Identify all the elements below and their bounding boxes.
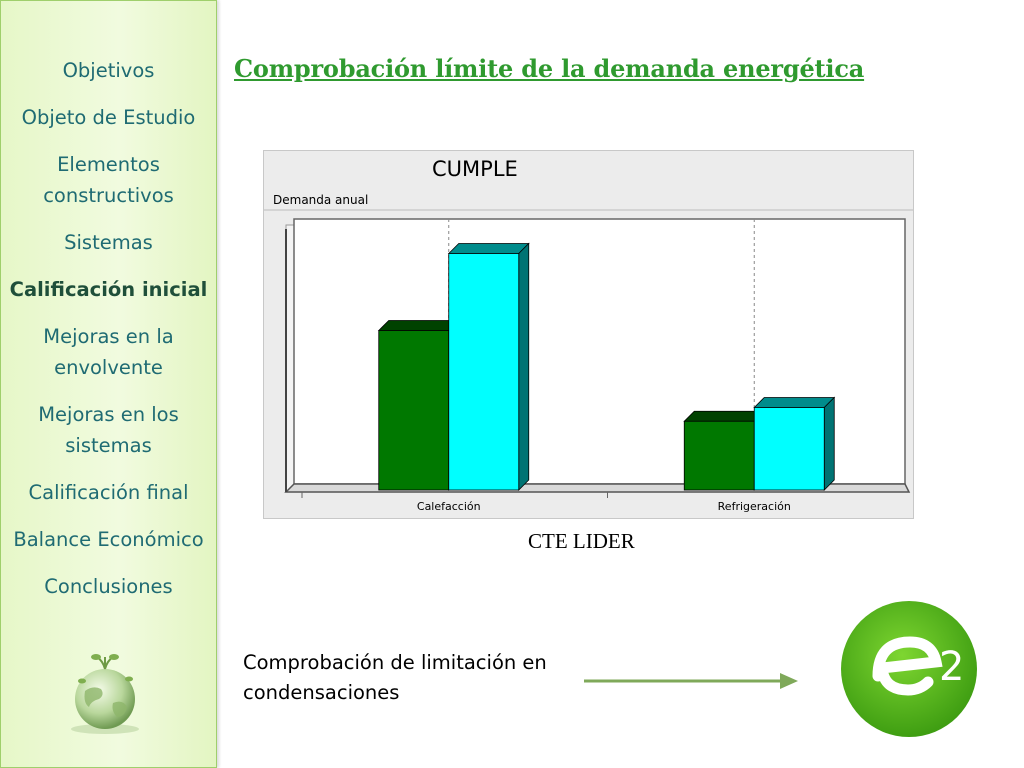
svg-text:2: 2: [939, 644, 964, 690]
chart-status-label: CUMPLE: [432, 157, 518, 181]
sidebar-item-4[interactable]: Calificación inicial: [9, 278, 208, 301]
chart-caption: CTE LIDER: [528, 529, 635, 553]
sidebar-item-0[interactable]: Objetivos: [62, 59, 155, 82]
globe-with-plants-icon: [71, 654, 139, 734]
bar-top-0-1: [683, 410, 766, 422]
sidebar-item-2[interactable]: Elementos constructivos: [43, 153, 174, 207]
bar-0-1: [683, 420, 755, 491]
x-tick-label-1: Refrigeración: [718, 500, 791, 513]
sidebar-item-5[interactable]: Mejoras en la envolvente: [43, 325, 174, 379]
condensation-check-text: Comprobación de limitación en condensaci…: [243, 651, 547, 704]
x-tick-label-0: Calefacción: [417, 500, 481, 513]
bar-chart: Calefacción Refrigeración: [264, 209, 913, 513]
sidebar-item-7[interactable]: Calificación final: [28, 481, 189, 504]
bar-side-1-0: [518, 242, 530, 491]
sidebar-item-3[interactable]: Sistemas: [64, 231, 153, 254]
bar-top-0-0: [377, 320, 460, 331]
sidebar-item-8[interactable]: Balance Económico: [13, 528, 204, 551]
bar-1-0: [448, 253, 520, 491]
sidebar-item-9[interactable]: Conclusiones: [44, 575, 173, 598]
bar-1-1: [753, 407, 825, 491]
bar-top-1-1: [753, 397, 836, 408]
chart-panel: Calefacción Refrigeración CUMPLE Demanda …: [263, 150, 914, 519]
sidebar-item-1[interactable]: Objeto de Estudio: [21, 106, 196, 129]
e2-logo-icon: 2: [841, 601, 977, 737]
bar-0-0: [378, 330, 450, 491]
bar-side-1-1: [823, 396, 835, 491]
sidebar: Objetivos Objeto de Estudio Elementos cons…: [0, 0, 217, 768]
chart-subtitle: Demanda anual: [273, 193, 369, 207]
page-title: Comprobación límite de la demanda energé…: [234, 54, 865, 83]
right-arrow-icon: [584, 673, 798, 689]
sidebar-nav: Objetivos Objeto de Estudio Elementos cons…: [1, 55, 216, 618]
bar-top-1-0: [447, 243, 530, 254]
sidebar-item-6[interactable]: Mejoras en los sistemas: [38, 403, 179, 457]
